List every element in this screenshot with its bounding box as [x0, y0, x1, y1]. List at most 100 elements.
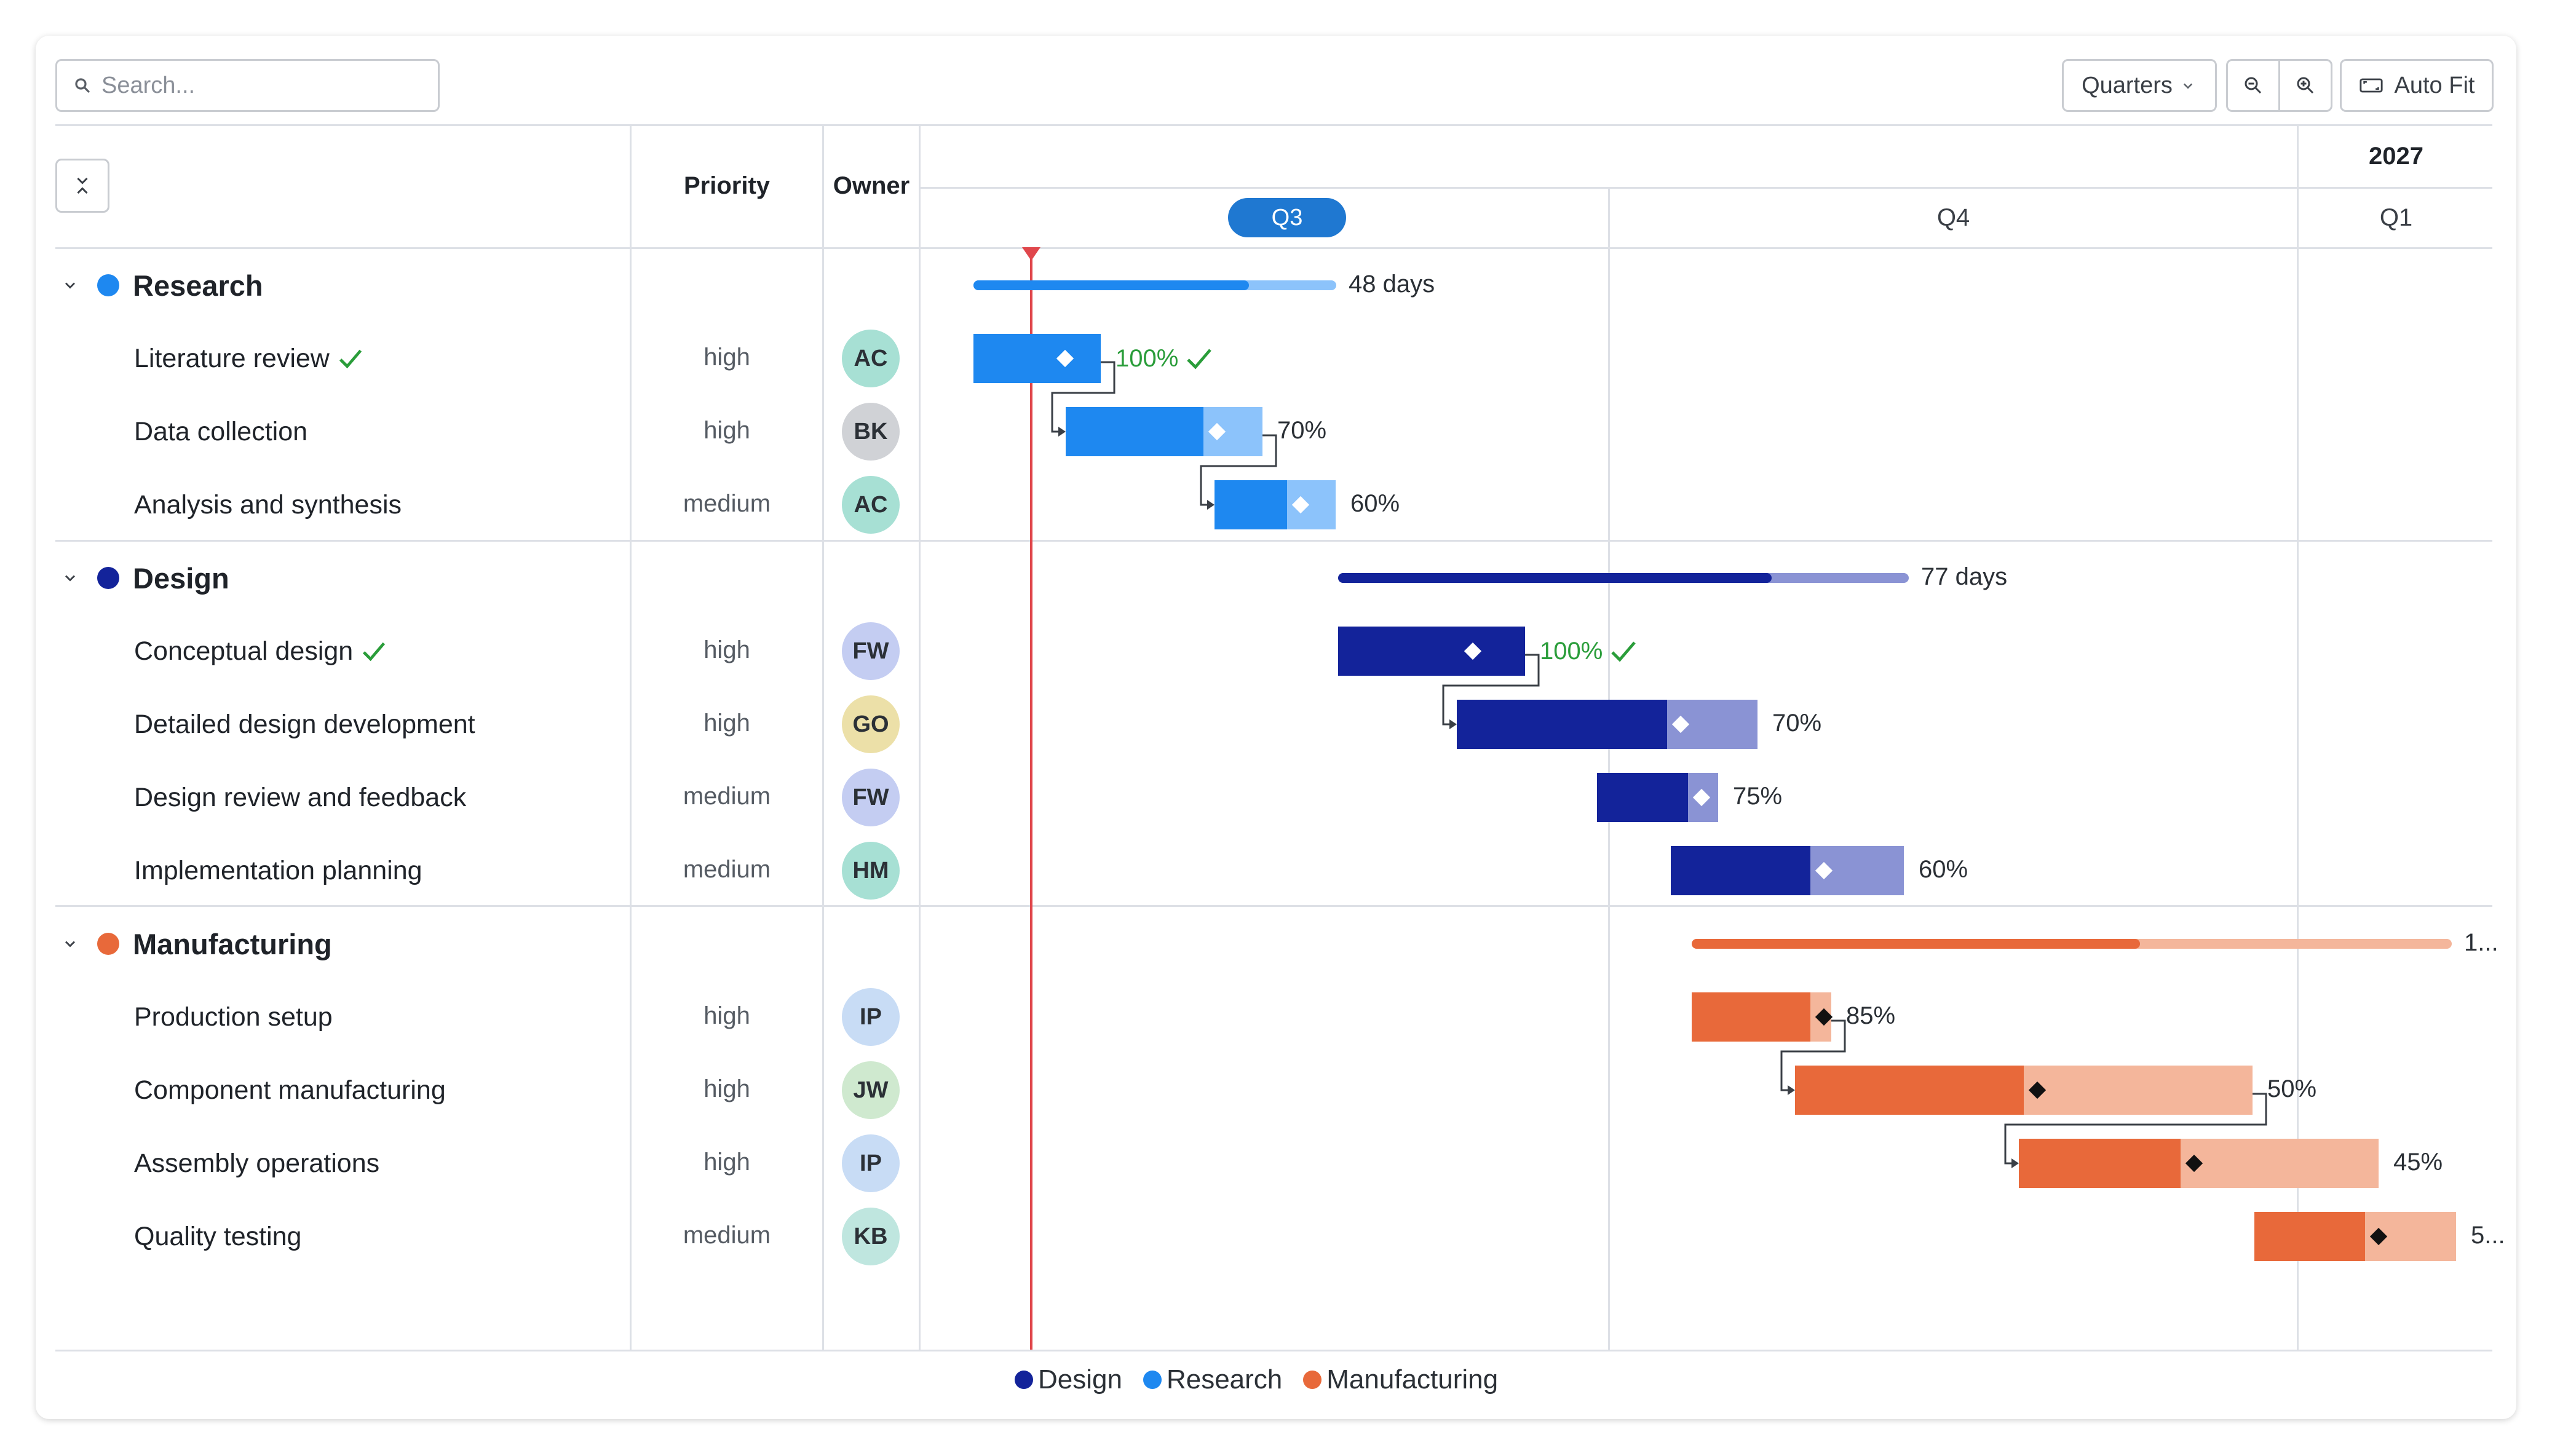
avatar[interactable]: BK — [842, 403, 900, 461]
task-name[interactable]: Implementation planning — [134, 855, 422, 887]
task-bar-progress — [1671, 846, 1810, 895]
task-name[interactable]: Detailed design development — [134, 708, 475, 740]
chevron-down-icon[interactable] — [61, 569, 79, 587]
dependency-connector — [1780, 1019, 1846, 1091]
auto-fit-label: Auto Fit — [2394, 72, 2475, 98]
task-name[interactable]: Assembly operations — [134, 1147, 379, 1179]
scale-select-label: Quarters — [2082, 72, 2173, 98]
col-divider-priority — [822, 124, 824, 1350]
chevron-down-icon[interactable] — [61, 935, 79, 952]
priority-cell: medium — [683, 490, 771, 517]
milestone-diamond-icon[interactable] — [2369, 1227, 2388, 1246]
group-header-design[interactable]: Design — [61, 557, 229, 599]
task-name[interactable]: Production setup — [134, 1001, 333, 1033]
summary-bar-progress-manufacturing — [1692, 939, 2140, 949]
group-name: Manufacturing — [133, 927, 332, 960]
group-header-manufacturing[interactable]: Manufacturing — [61, 923, 332, 965]
task-bar-progress — [1215, 480, 1287, 529]
task-name[interactable]: Data collection — [134, 416, 307, 448]
chevron-down-icon[interactable] — [61, 277, 79, 294]
today-marker-icon — [1022, 247, 1040, 261]
task-bar-progress — [1795, 1066, 2024, 1115]
zoom-in-icon — [2297, 77, 2314, 94]
avatar[interactable]: HM — [842, 842, 900, 900]
priority-cell: medium — [683, 1222, 771, 1249]
avatar[interactable]: AC — [842, 476, 900, 534]
task-bar-progress — [1066, 407, 1203, 456]
group-color-dot — [97, 274, 119, 296]
legend-dot-design — [1015, 1371, 1033, 1389]
search-input[interactable]: Search... — [55, 59, 440, 112]
task-name[interactable]: Analysis and synthesis — [134, 489, 402, 521]
collapse-all-button[interactable] — [55, 159, 109, 213]
progress-label: 75% — [1733, 783, 1783, 810]
milestone-diamond-icon[interactable] — [2185, 1154, 2203, 1173]
milestone-diamond-icon[interactable] — [2028, 1081, 2047, 1099]
task-name[interactable]: Literature review — [134, 342, 364, 374]
group-divider-2 — [55, 905, 2492, 907]
group-color-dot — [97, 933, 119, 955]
progress-label-text: 100% — [1116, 344, 1179, 372]
gantt-card — [36, 36, 2516, 1419]
progress-label: 5... — [2471, 1222, 2505, 1249]
summary-bar-progress-research — [973, 280, 1249, 290]
quarter-q4: Q4 — [1936, 204, 1970, 231]
task-bar-progress — [2254, 1212, 2365, 1261]
check-icon — [1611, 641, 1636, 662]
avatar[interactable]: AC — [842, 330, 900, 387]
dependency-arrow-icon — [1449, 719, 1457, 729]
task-bar-progress — [2019, 1139, 2181, 1188]
task-name[interactable]: Component manufacturing — [134, 1074, 446, 1106]
milestone-diamond-icon[interactable] — [1291, 496, 1310, 514]
avatar[interactable]: GO — [842, 695, 900, 753]
avatar[interactable]: JW — [842, 1061, 900, 1119]
year-divider — [921, 187, 2492, 189]
auto-fit-button[interactable]: Auto Fit — [2340, 59, 2494, 112]
task-name[interactable]: Quality testing — [134, 1221, 301, 1252]
chevron-down-icon — [2183, 83, 2193, 89]
milestone-diamond-icon[interactable] — [1815, 1008, 1833, 1026]
avatar[interactable]: IP — [842, 988, 900, 1046]
quarter-q3: Q3 — [1228, 198, 1346, 237]
progress-label: 50% — [2267, 1075, 2317, 1102]
milestone-diamond-icon[interactable] — [1815, 861, 1833, 880]
dependency-connector — [1442, 654, 1540, 726]
priority-header[interactable]: Priority — [683, 172, 771, 199]
milestone-diamond-icon[interactable] — [1671, 715, 1690, 734]
dependency-arrow-icon — [1788, 1085, 1795, 1095]
search-icon — [75, 78, 90, 93]
avatar[interactable]: IP — [842, 1134, 900, 1192]
milestone-diamond-icon[interactable] — [1464, 642, 1482, 660]
check-icon — [363, 642, 386, 662]
group-header-research[interactable]: Research — [61, 264, 263, 306]
legend-dot-manufacturing — [1303, 1371, 1322, 1389]
milestone-diamond-icon[interactable] — [1208, 422, 1226, 441]
milestone-diamond-icon[interactable] — [1056, 349, 1074, 368]
header-bottom-border — [55, 247, 2492, 249]
dependency-connector — [1200, 434, 1277, 506]
task-name-label: Data collection — [134, 416, 308, 446]
priority-cell: medium — [683, 783, 771, 810]
legend: Design Research Manufacturing — [1015, 1360, 1519, 1399]
zoom-in-button[interactable] — [2278, 59, 2332, 112]
priority-cell: high — [703, 636, 750, 663]
year-label: 2027 — [2369, 143, 2423, 170]
progress-label-complete: 100% — [1116, 342, 1215, 374]
check-icon — [339, 349, 362, 369]
task-name[interactable]: Conceptual design — [134, 635, 387, 667]
group-name: Research — [133, 269, 263, 302]
task-name[interactable]: Design review and feedback — [134, 781, 466, 813]
avatar[interactable]: KB — [842, 1208, 900, 1265]
priority-cell: high — [703, 344, 750, 371]
avatar[interactable]: FW — [842, 769, 900, 826]
owner-header[interactable]: Owner — [833, 172, 910, 199]
progress-label: 70% — [1277, 417, 1327, 444]
quarter-divider-q4 — [1608, 187, 1610, 1350]
progress-label: 60% — [1350, 490, 1400, 517]
progress-label: 85% — [1846, 1002, 1896, 1029]
scale-select[interactable]: Quarters — [2062, 59, 2217, 112]
avatar[interactable]: FW — [842, 622, 900, 680]
priority-cell: high — [703, 1002, 750, 1029]
search-placeholder: Search... — [101, 72, 196, 98]
milestone-diamond-icon[interactable] — [1692, 788, 1711, 807]
